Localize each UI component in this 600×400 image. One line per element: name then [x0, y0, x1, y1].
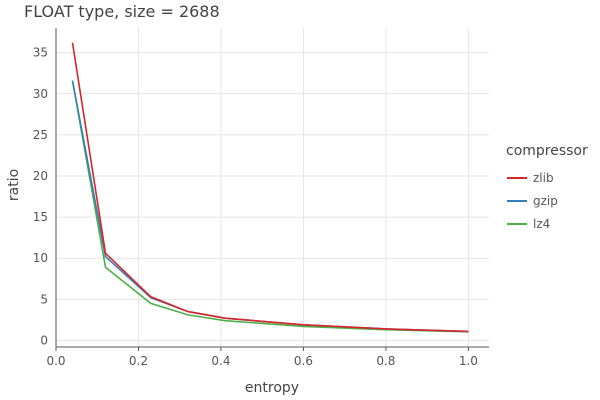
y-tick-label: 25 [33, 128, 48, 142]
series-line-gzip [71, 80, 469, 333]
x-tick-label: 0.4 [211, 354, 230, 368]
series-lines [71, 42, 469, 333]
x-tick-label: 0.6 [294, 354, 313, 368]
series-line-zlib [71, 42, 469, 333]
legend-title: compressor [506, 143, 588, 159]
y-tick-label: 20 [33, 169, 48, 183]
axes: 0 5 10 15 20 25 30 35 0.0 0.2 0.4 0.6 0.8 1.0 [33, 28, 489, 368]
y-tick-label: 5 [40, 292, 48, 306]
legend-label-lz4: lz4 [533, 217, 550, 231]
x-tick-label: 0.0 [46, 354, 65, 368]
x-tick-label: 1.0 [459, 354, 478, 368]
legend-label-gzip: gzip [533, 194, 558, 208]
y-tick-label: 35 [33, 46, 48, 60]
x-tick-label: 0.8 [376, 354, 395, 368]
chart-title: FLOAT type, size = 2688 [24, 2, 220, 21]
x-axis-title: entropy [245, 380, 299, 396]
legend: compressor zlib gzip lz4 [506, 143, 588, 231]
y-tick-label: 15 [33, 210, 48, 224]
y-tick-label: 30 [33, 87, 48, 101]
y-tick-label: 0 [40, 333, 48, 347]
y-tick-label: 10 [33, 251, 48, 265]
series-line-lz4 [71, 80, 469, 333]
y-axis-title: ratio [6, 169, 22, 201]
grid [55, 28, 489, 347]
legend-label-zlib: zlib [533, 171, 554, 185]
x-tick-label: 0.2 [129, 354, 148, 368]
